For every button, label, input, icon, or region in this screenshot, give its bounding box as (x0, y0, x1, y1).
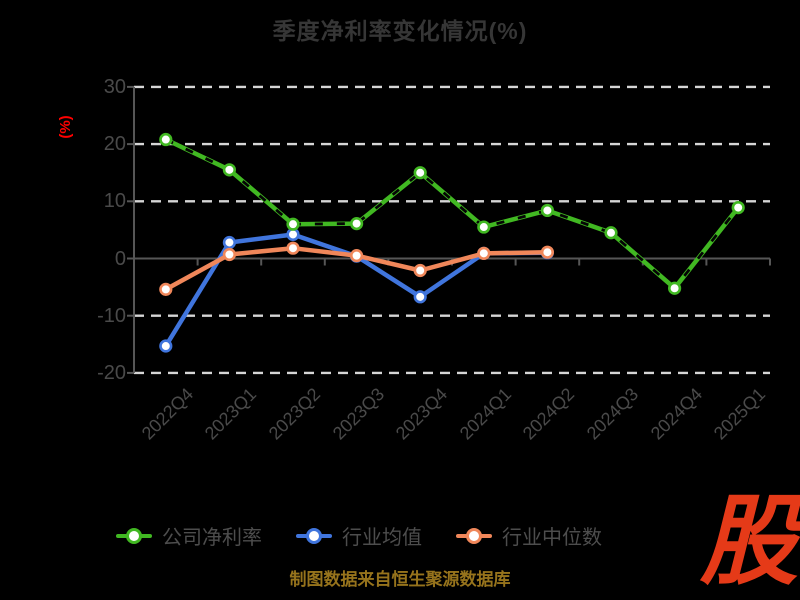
data-point-marker-2 (286, 241, 300, 255)
logo-stock-glyph: 股 (699, 486, 798, 596)
legend-item-3[interactable]: 行业中位数 (456, 521, 602, 550)
data-point-marker-2 (350, 249, 364, 263)
y-tick-label-20: 20 (103, 133, 126, 156)
legend-line-circle-icon (116, 526, 152, 546)
legend-circle (126, 527, 142, 544)
y-tick-label-10: 10 (103, 190, 126, 213)
legend: 公司净利率 行业均值 行业中位数 (116, 521, 602, 550)
series-dash-overlay-0 (165, 138, 740, 291)
data-point-marker-0 (222, 163, 236, 177)
chart-title: 季度净利率变化情况(%) (272, 18, 528, 44)
data-point-marker-0 (350, 217, 364, 231)
data-point-marker-1 (222, 235, 236, 250)
legend-line-circle-icon (296, 526, 332, 546)
legend-label: 行业中位数 (502, 527, 602, 549)
data-point-marker-2 (477, 246, 491, 260)
legend-circle (466, 527, 482, 544)
data-point-marker-0 (413, 166, 427, 180)
data-point-marker-2 (222, 247, 236, 262)
legend-circle (306, 527, 322, 544)
data-point-marker-1 (413, 290, 427, 304)
legend-line-circle-icon (456, 526, 492, 546)
data-point-marker-0 (477, 220, 491, 234)
y-tick-label--10: -10 (97, 304, 126, 327)
legend-item-1[interactable]: 公司净利率 (116, 521, 262, 550)
source-note: 制图数据来自恒生聚源数据库 (289, 570, 511, 589)
data-point-marker-1 (159, 339, 173, 353)
data-point-marker-0 (667, 281, 682, 295)
legend-label: 行业均值 (342, 527, 422, 549)
series-line-0 (163, 137, 741, 291)
y-tick-label-30: 30 (103, 75, 126, 98)
y-tick-label--20: -20 (97, 361, 126, 384)
data-point-marker-0 (604, 226, 618, 240)
data-point-marker-0 (731, 200, 745, 215)
legend-label: 公司净利率 (162, 527, 262, 549)
y-tick-label-0: 0 (114, 247, 126, 270)
legend-item-2[interactable]: 行业均值 (296, 521, 422, 550)
data-point-marker-2 (413, 263, 427, 278)
data-point-marker-2 (540, 245, 555, 259)
data-point-marker-0 (540, 203, 555, 218)
data-point-marker-0 (286, 217, 300, 231)
data-point-marker-0 (159, 132, 173, 147)
data-point-marker-2 (159, 282, 173, 296)
